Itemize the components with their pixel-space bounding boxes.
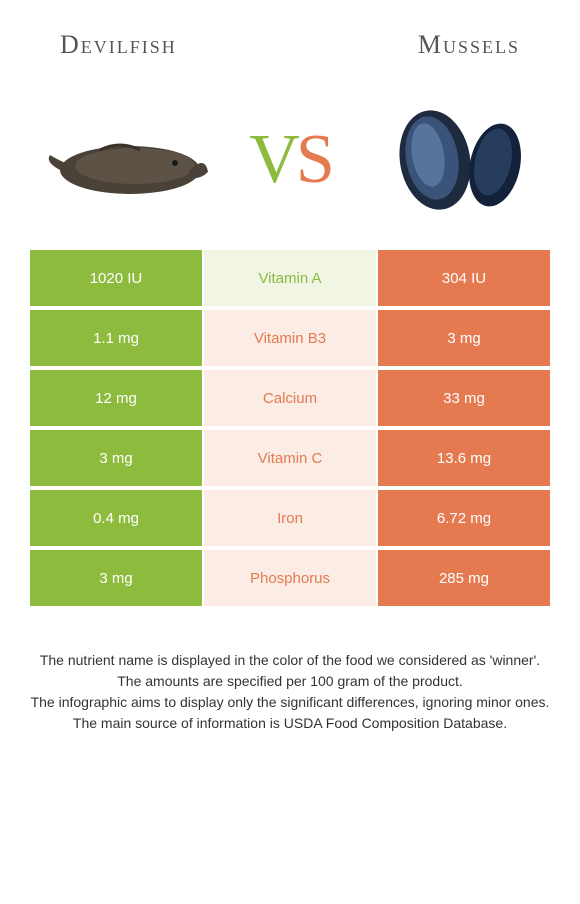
nutrient-name: Iron [204, 490, 378, 546]
table-row: 1.1 mgVitamin B33 mg [30, 310, 550, 366]
mussels-image [370, 100, 540, 220]
vs-s: S [296, 121, 331, 198]
value-left: 1020 IU [30, 250, 204, 306]
title-right: Mussels [418, 30, 520, 60]
value-left: 1.1 mg [30, 310, 204, 366]
nutrient-name: Vitamin A [204, 250, 378, 306]
value-left: 3 mg [30, 550, 204, 606]
nutrient-name: Phosphorus [204, 550, 378, 606]
value-left: 0.4 mg [30, 490, 204, 546]
footer: The nutrient name is displayed in the co… [0, 610, 580, 734]
value-left: 3 mg [30, 430, 204, 486]
vs-v: V [249, 121, 296, 198]
value-right: 3 mg [378, 310, 550, 366]
table-row: 3 mgPhosphorus285 mg [30, 550, 550, 606]
nutrient-name: Vitamin B3 [204, 310, 378, 366]
value-left: 12 mg [30, 370, 204, 426]
nutrient-name: Calcium [204, 370, 378, 426]
footer-line: The main source of information is USDA F… [20, 713, 560, 734]
table-row: 1020 IUVitamin A304 IU [30, 250, 550, 306]
value-right: 285 mg [378, 550, 550, 606]
nutrient-name: Vitamin C [204, 430, 378, 486]
devilfish-image [40, 100, 210, 220]
footer-line: The nutrient name is displayed in the co… [20, 650, 560, 671]
nutrient-table: 1020 IUVitamin A304 IU1.1 mgVitamin B33 … [0, 250, 580, 606]
header: Devilfish Mussels [0, 0, 580, 80]
value-right: 6.72 mg [378, 490, 550, 546]
footer-line: The infographic aims to display only the… [20, 692, 560, 713]
value-right: 13.6 mg [378, 430, 550, 486]
table-row: 3 mgVitamin C13.6 mg [30, 430, 550, 486]
table-row: 0.4 mgIron6.72 mg [30, 490, 550, 546]
hero: VS [0, 80, 580, 250]
value-right: 304 IU [378, 250, 550, 306]
title-left: Devilfish [60, 30, 177, 60]
footer-line: The amounts are specified per 100 gram o… [20, 671, 560, 692]
table-row: 12 mgCalcium33 mg [30, 370, 550, 426]
value-right: 33 mg [378, 370, 550, 426]
vs-label: VS [249, 120, 331, 200]
